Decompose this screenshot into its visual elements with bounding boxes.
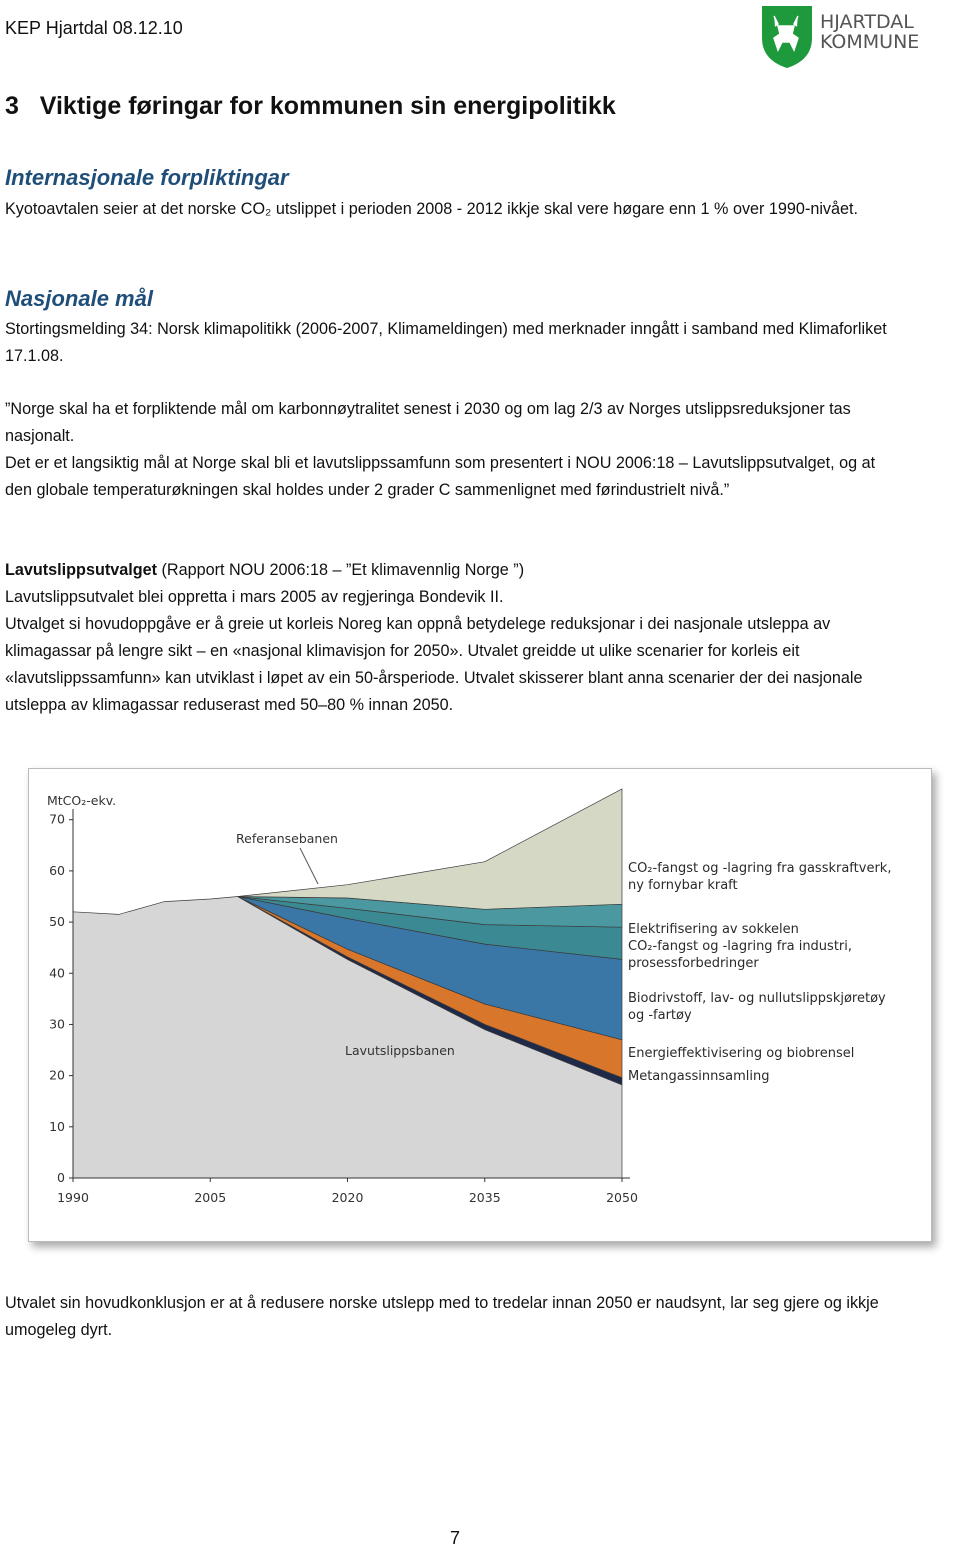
heading: 3 Viktige føringar for kommunen sin ener… <box>5 92 616 120</box>
page-number: 7 <box>450 1528 461 1548</box>
y-tick-label: 30 <box>49 1016 65 1031</box>
paragraph: Kyotoavtalen seier at det norske CO₂ uts… <box>5 200 859 218</box>
legend-label: Metangassinnsamling <box>628 1069 770 1084</box>
y-tick-label: 10 <box>49 1119 65 1134</box>
y-tick-label: 70 <box>49 812 65 827</box>
legend-label: Biodrivstoff, lav- og nullutslippskjøret… <box>628 991 886 1023</box>
x-tick-label: 2005 <box>194 1190 226 1205</box>
x-tick-label: 2020 <box>332 1190 364 1205</box>
legend-label: CO₂-fangst og -lagring fra gasskraftverk… <box>628 861 892 893</box>
annotation: Referansebanen <box>236 831 338 846</box>
legend-label: CO₂-fangst og -lagring fra industri, pro… <box>628 939 853 971</box>
x-tick-label: 2035 <box>469 1190 501 1205</box>
paragraph: Stortingsmelding 34: Norsk klimapolitikk… <box>5 320 887 365</box>
paragraph: Utvalget si hovudoppgåve er å greie ut k… <box>5 615 863 714</box>
paragraph: Lavutslippsutvalget (Rapport NOU 2006:18… <box>5 557 900 584</box>
area-label: Lavutslippsbanen <box>345 1043 455 1058</box>
y-axis-label: MtCO₂-ekv. <box>47 793 116 808</box>
y-tick-label: 0 <box>57 1170 65 1185</box>
section-title: Nasjonale mål <box>5 286 153 311</box>
x-tick-label: 1990 <box>57 1190 89 1205</box>
logo: HJARTDAL KOMMUNE <box>762 6 919 68</box>
legend-label: Energieffektivisering og biobrensel <box>628 1046 855 1061</box>
area <box>237 788 623 910</box>
logo-text: HJARTDAL <box>820 11 914 33</box>
paragraph: ”Norge skal ha et forpliktende mål om ka… <box>5 400 851 445</box>
leader-line <box>299 847 319 885</box>
bold-term: Lavutslippsutvalget <box>5 561 158 579</box>
y-tick-label: 40 <box>49 965 65 980</box>
y-tick-label: 50 <box>49 914 65 929</box>
legend-label: Elektrifisering av sokkelen <box>628 922 799 937</box>
y-tick-label: 60 <box>49 863 65 878</box>
paragraph: Utvalet sin hovudkonklusjon er at å redu… <box>5 1294 879 1339</box>
paragraph: Lavutslippsutvalet blei oppretta i mars … <box>5 588 504 606</box>
paragraph: Det er et langsiktig mål at Norge skal b… <box>5 454 876 499</box>
logo-text: KOMMUNE <box>820 31 919 53</box>
header-text: KEP Hjartdal 08.12.10 <box>5 18 183 38</box>
text: (Rapport NOU 2006:18 – ”Et klimavennlig … <box>157 561 525 579</box>
section-title: Internasjonale forpliktingar <box>5 165 289 190</box>
x-tick-label: 2050 <box>606 1190 638 1205</box>
y-tick-label: 20 <box>49 1068 65 1083</box>
